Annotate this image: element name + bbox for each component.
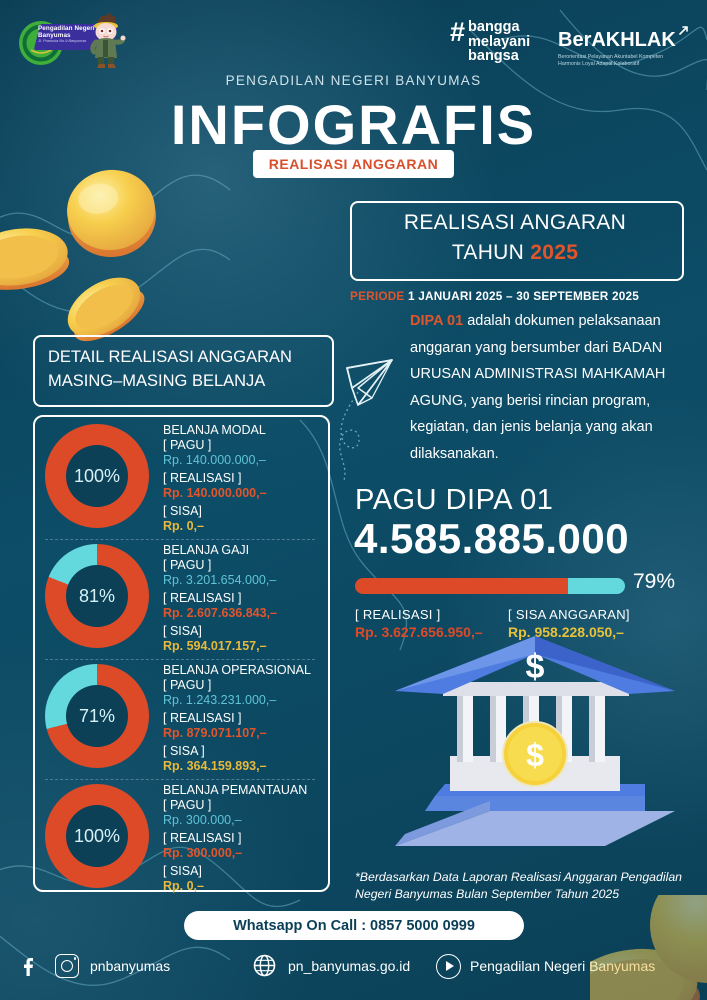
svg-text:$: $ xyxy=(526,648,545,686)
svg-text:$: $ xyxy=(526,737,544,773)
